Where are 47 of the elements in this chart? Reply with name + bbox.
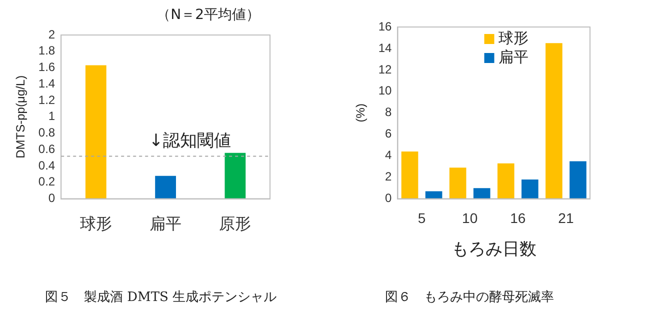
y-tick-label: 1.8 <box>38 44 56 58</box>
y-tick-label: 1.4 <box>38 76 56 90</box>
y-tick-label: 14 <box>378 40 392 55</box>
x-tick-label: 球形 <box>80 214 112 233</box>
y-tick-label: 0.6 <box>38 142 56 156</box>
bar <box>425 191 442 199</box>
bar <box>401 152 418 199</box>
bar <box>449 168 466 199</box>
x-tick-label: 21 <box>558 210 574 226</box>
y-axis-title: DMTS-pp(μg/L) <box>14 75 28 158</box>
ref-line-label: ↓認知閾値 <box>148 131 232 152</box>
bar <box>224 152 246 199</box>
x-axis-title: もろみ日数 <box>451 239 536 258</box>
y-tick-label: 0.8 <box>38 126 56 140</box>
text: （N＝2平均値） <box>156 6 260 24</box>
bar <box>570 161 586 199</box>
x-tick-label: 扁平 <box>150 214 182 233</box>
y-tick-label: 10 <box>378 84 392 98</box>
y-tick-label: 2 <box>385 170 392 184</box>
y-tick-label: 0 <box>385 191 392 206</box>
y-tick-label: 8 <box>385 105 392 120</box>
y-tick-label: 12 <box>378 62 392 76</box>
x-tick-label: 5 <box>418 210 426 226</box>
y-tick-label: 2 <box>48 27 56 42</box>
y-tick-label: 0 <box>48 191 56 206</box>
y-tick-label: 0.2 <box>38 174 56 189</box>
y-tick-label: 0.4 <box>38 158 56 172</box>
y-tick-label: 6 <box>385 126 392 141</box>
y-axis-title: (%) <box>354 104 368 122</box>
bar <box>155 176 176 199</box>
legend-label: 球形 <box>498 28 528 47</box>
bar <box>546 43 562 199</box>
bar <box>85 65 106 199</box>
y-tick-label: 1.2 <box>38 92 56 107</box>
x-tick-label: 原形 <box>219 216 252 233</box>
legend-label: 扁平 <box>498 48 528 66</box>
bar <box>522 179 538 199</box>
x-tick-label: 10 <box>462 210 478 226</box>
bar <box>497 163 514 199</box>
text: 図６ もろみ中の酵母死滅率 <box>385 289 554 306</box>
y-tick-label: 1.6 <box>38 60 56 74</box>
y-tick-label: 1 <box>48 109 56 124</box>
bar <box>473 188 490 199</box>
text: 図５ 製成酒 DMTS 生成ポテンシャル <box>45 289 277 306</box>
y-tick-label: 16 <box>378 19 392 34</box>
y-tick-label: 4 <box>385 148 392 162</box>
x-tick-label: 16 <box>510 210 526 226</box>
